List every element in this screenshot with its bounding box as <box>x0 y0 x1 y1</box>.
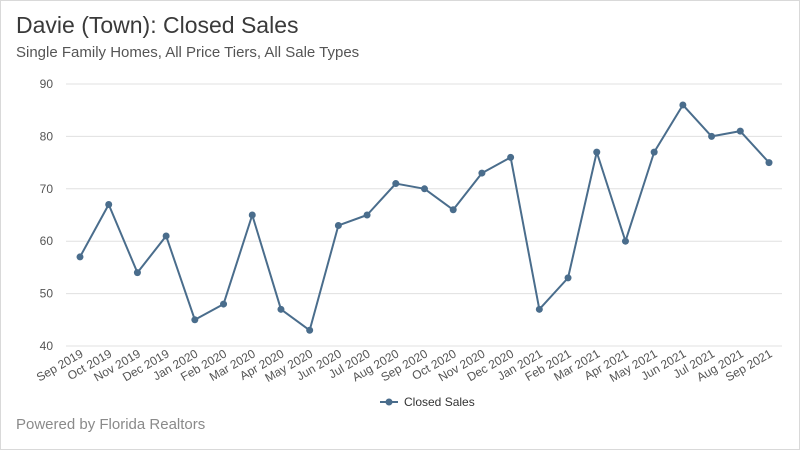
y-tick-label: 40 <box>40 339 54 353</box>
data-point[interactable] <box>593 148 601 156</box>
chart-title: Davie (Town): Closed Sales <box>16 12 299 38</box>
data-point[interactable] <box>507 153 515 161</box>
data-point[interactable] <box>277 305 285 313</box>
data-point[interactable] <box>564 274 572 282</box>
y-tick-label: 80 <box>40 129 54 143</box>
data-point[interactable] <box>449 206 457 214</box>
y-tick-label: 70 <box>40 182 54 196</box>
data-point[interactable] <box>248 211 256 219</box>
data-point[interactable] <box>478 169 486 177</box>
legend[interactable]: Closed Sales <box>380 395 475 409</box>
y-tick-label: 90 <box>40 77 54 91</box>
data-point[interactable] <box>535 305 543 313</box>
data-point[interactable] <box>191 316 199 324</box>
y-tick-label: 50 <box>40 287 54 301</box>
data-point[interactable] <box>708 132 716 140</box>
data-point[interactable] <box>765 159 773 167</box>
y-tick-label: 60 <box>40 234 54 248</box>
legend-marker-icon <box>385 398 393 406</box>
y-axis-ticks: 40 50 60 70 80 90 <box>40 77 54 353</box>
series-line <box>79 103 770 332</box>
data-point[interactable] <box>334 221 342 229</box>
data-point[interactable] <box>162 232 170 240</box>
data-point[interactable] <box>105 201 113 209</box>
gridlines <box>66 83 782 347</box>
data-point[interactable] <box>679 101 687 109</box>
powered-by-footer: Powered by Florida Realtors <box>16 416 206 433</box>
data-point[interactable] <box>220 300 228 308</box>
data-point[interactable] <box>363 211 371 219</box>
legend-label[interactable]: Closed Sales <box>404 395 475 409</box>
data-point[interactable] <box>421 185 428 193</box>
data-point[interactable] <box>133 269 141 277</box>
data-point[interactable] <box>650 148 658 156</box>
data-point[interactable] <box>736 127 744 135</box>
series-closed-sales <box>76 101 773 334</box>
data-point[interactable] <box>392 180 400 188</box>
data-point[interactable] <box>76 253 84 261</box>
chart-subtitle: Single Family Homes, All Price Tiers, Al… <box>16 44 360 61</box>
data-point[interactable] <box>621 237 629 245</box>
data-point[interactable] <box>306 326 314 334</box>
